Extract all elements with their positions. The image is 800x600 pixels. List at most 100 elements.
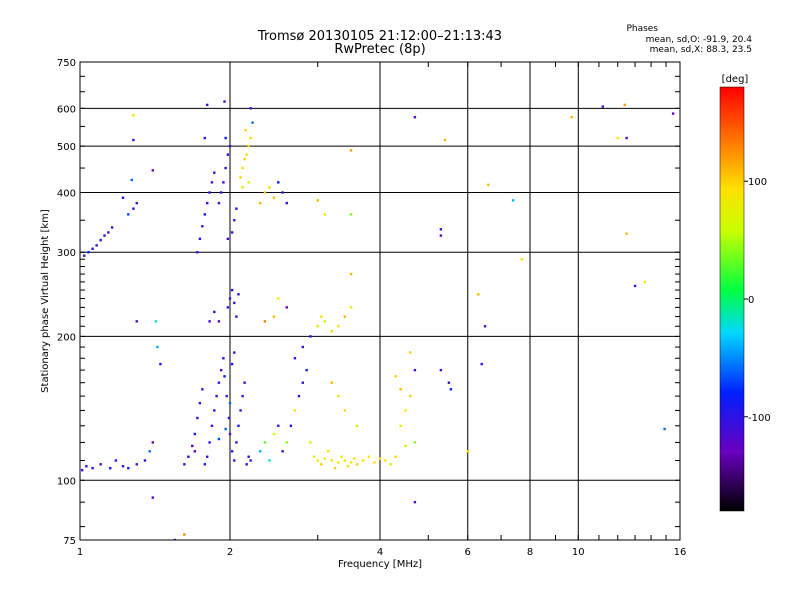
- data-point: [443, 138, 447, 142]
- x-tick-label: 10: [572, 547, 585, 558]
- data-point: [389, 463, 392, 466]
- data-point: [114, 459, 118, 462]
- data-point: [241, 166, 244, 170]
- colorbar-tick-label: -100: [748, 413, 771, 424]
- data-point: [327, 450, 330, 453]
- data-point: [198, 401, 202, 405]
- data-point: [309, 335, 312, 338]
- data-point: [201, 388, 204, 391]
- data-point: [272, 432, 276, 436]
- data-point: [623, 103, 627, 107]
- data-point: [237, 424, 240, 428]
- data-point: [263, 191, 267, 194]
- data-point: [191, 444, 194, 448]
- data-point: [316, 325, 319, 328]
- data-point: [230, 231, 234, 234]
- stats-heading: Phases: [626, 24, 658, 34]
- data-point: [173, 538, 177, 540]
- data-point: [616, 136, 619, 140]
- data-point: [285, 201, 288, 205]
- data-point: [135, 320, 138, 323]
- data-point: [156, 345, 159, 349]
- data-point: [263, 320, 267, 323]
- y-tick-label: 100: [57, 476, 76, 487]
- data-point: [228, 297, 232, 300]
- data-point: [228, 144, 232, 148]
- data-point: [349, 461, 353, 464]
- stats-o-mode: mean, sd,O: -91.9, 20.4: [646, 35, 753, 45]
- data-point: [301, 381, 305, 384]
- data-point: [333, 466, 337, 470]
- data-point: [143, 459, 147, 462]
- data-point: [91, 247, 94, 250]
- data-point: [121, 196, 125, 199]
- data-point: [249, 459, 252, 462]
- data-point: [203, 136, 206, 140]
- data-point: [219, 368, 223, 372]
- x-tick-label: 1: [77, 547, 83, 558]
- data-point: [413, 441, 417, 444]
- data-point: [219, 191, 223, 194]
- data-point: [285, 306, 288, 309]
- data-point: [233, 459, 236, 462]
- y-tick-label: 200: [57, 332, 76, 343]
- data-point: [330, 330, 333, 333]
- data-point: [227, 416, 231, 420]
- data-point: [103, 234, 106, 237]
- data-point: [281, 191, 284, 194]
- data-point: [243, 381, 246, 384]
- stats-x-mode: mean, sd,X: 88.3, 23.5: [650, 45, 752, 55]
- data-point: [312, 455, 316, 458]
- data-point: [293, 409, 297, 412]
- data-point: [477, 293, 480, 296]
- data-points: [80, 100, 675, 540]
- colorbar-tick-label: 0: [748, 295, 754, 306]
- data-point: [241, 186, 244, 189]
- data-point: [87, 251, 90, 254]
- x-tick-label: 2: [227, 547, 233, 558]
- data-point: [449, 388, 453, 391]
- data-point: [309, 441, 312, 444]
- data-point: [378, 457, 382, 460]
- y-axis-label: Stationary phase Virtual Height [km]: [40, 209, 51, 393]
- x-tick-label: 8: [527, 547, 533, 558]
- data-point: [198, 237, 202, 241]
- data-point: [247, 181, 250, 184]
- data-point: [361, 459, 365, 462]
- x-tick-label: 4: [377, 547, 383, 558]
- data-point: [217, 320, 221, 323]
- data-point: [99, 238, 102, 242]
- data-point: [511, 199, 515, 202]
- data-point: [259, 450, 262, 453]
- data-point: [230, 362, 234, 366]
- colorbar: [719, 86, 745, 512]
- data-point: [226, 306, 230, 309]
- data-point: [217, 381, 221, 384]
- data-point: [409, 351, 412, 354]
- data-point: [249, 107, 252, 110]
- x-axis-ticks: 1 2 4 6 8 10 16: [77, 62, 686, 558]
- data-point: [213, 171, 216, 174]
- data-point: [222, 181, 225, 184]
- data-point: [205, 201, 209, 205]
- data-point: [217, 201, 221, 205]
- data-point: [83, 254, 86, 257]
- data-point: [570, 115, 573, 119]
- data-point: [343, 459, 347, 462]
- data-point: [601, 105, 605, 108]
- data-point: [121, 465, 125, 468]
- data-point: [110, 226, 114, 229]
- data-point: [196, 251, 199, 254]
- data-point: [201, 225, 204, 228]
- data-point: [127, 466, 130, 470]
- data-point: [447, 381, 451, 384]
- data-point: [239, 176, 242, 179]
- data-point: [224, 427, 227, 431]
- data-point: [247, 455, 250, 458]
- data-point: [263, 441, 267, 444]
- data-point: [222, 357, 225, 360]
- data-point: [208, 191, 211, 194]
- data-point: [132, 114, 135, 117]
- data-point: [223, 100, 226, 103]
